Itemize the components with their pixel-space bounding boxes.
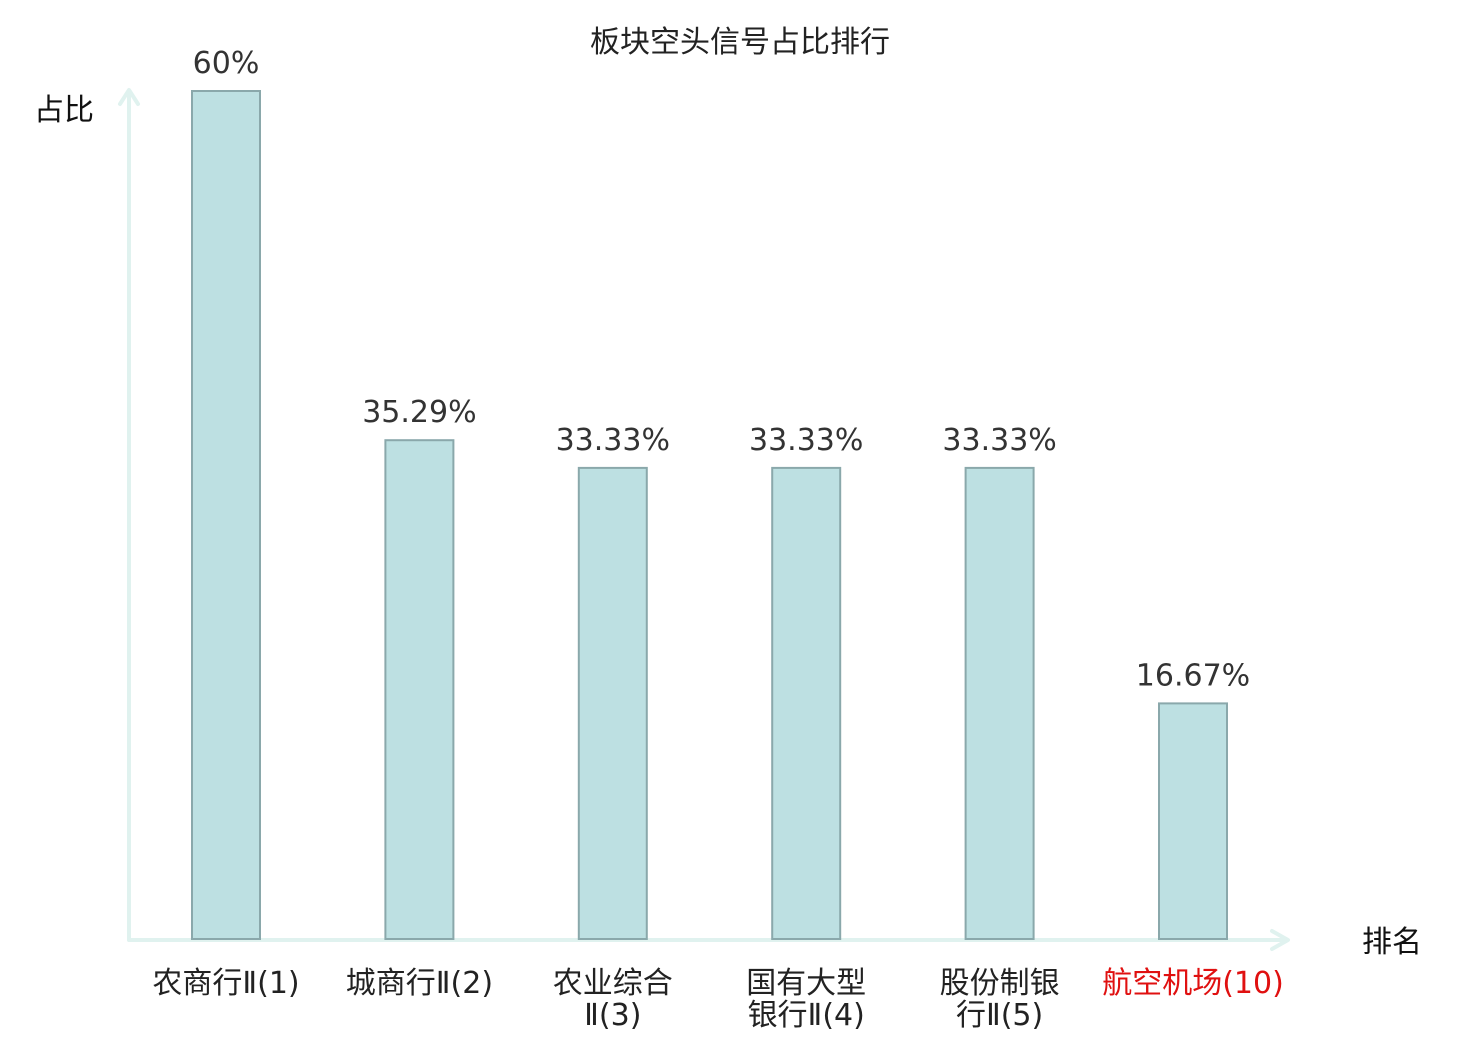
value-label-5: 33.33%: [942, 423, 1056, 458]
x-axis-arrow: [1270, 929, 1290, 951]
category-label-3-line-2: Ⅱ(3): [584, 998, 641, 1033]
value-label-2: 35.29%: [362, 395, 476, 430]
bar-2: [384, 439, 455, 940]
bar-4: [771, 466, 842, 940]
category-label-3-line-1: 农业综合: [553, 966, 673, 1001]
value-label-6: 16.67%: [1136, 658, 1250, 693]
x-axis-label: 排名: [1362, 925, 1422, 960]
category-label-4-line-2: 银行Ⅱ(4): [748, 998, 865, 1033]
category-label-5-line-1: 股份制银: [940, 966, 1060, 1001]
bar-5: [964, 466, 1035, 940]
category-label-1: 农商行Ⅱ(1): [152, 966, 299, 1001]
bar-1: [191, 90, 261, 940]
y-axis-label: 占比: [34, 93, 94, 128]
bar-6: [1158, 702, 1228, 941]
bars-group: [191, 90, 1228, 941]
category-label-4-line-1: 国有大型: [746, 966, 866, 1001]
value-label-1: 60%: [193, 46, 260, 81]
category-label-2: 城商行Ⅱ(2): [346, 966, 493, 1001]
value-label-3: 33.33%: [556, 423, 670, 458]
value-labels-group: 60% 35.29% 33.33% 33.33% 33.33% 16.67%: [193, 46, 1251, 693]
bar-3: [577, 466, 648, 940]
chart-title: 板块空头信号占比排行: [590, 25, 890, 60]
value-label-4: 33.33%: [749, 423, 863, 458]
category-label-6: 航空机场(10): [1102, 966, 1284, 1001]
category-label-5-line-2: 行Ⅱ(5): [956, 998, 1043, 1033]
